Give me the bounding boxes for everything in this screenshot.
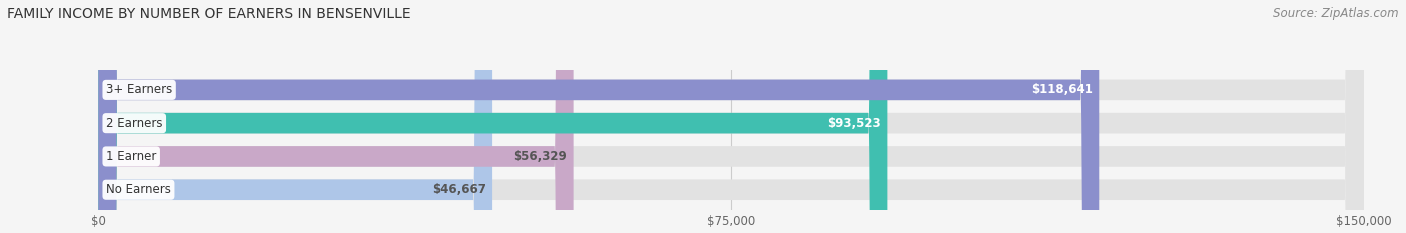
FancyBboxPatch shape <box>98 0 1099 233</box>
Text: 1 Earner: 1 Earner <box>105 150 156 163</box>
Text: $56,329: $56,329 <box>513 150 567 163</box>
FancyBboxPatch shape <box>98 0 1364 233</box>
FancyBboxPatch shape <box>98 0 492 233</box>
FancyBboxPatch shape <box>98 0 887 233</box>
FancyBboxPatch shape <box>98 0 574 233</box>
Text: $93,523: $93,523 <box>827 117 882 130</box>
FancyBboxPatch shape <box>98 0 1364 233</box>
Text: FAMILY INCOME BY NUMBER OF EARNERS IN BENSENVILLE: FAMILY INCOME BY NUMBER OF EARNERS IN BE… <box>7 7 411 21</box>
Text: 2 Earners: 2 Earners <box>105 117 163 130</box>
Text: Source: ZipAtlas.com: Source: ZipAtlas.com <box>1274 7 1399 20</box>
FancyBboxPatch shape <box>98 0 1364 233</box>
Text: $46,667: $46,667 <box>432 183 486 196</box>
Text: No Earners: No Earners <box>105 183 172 196</box>
Text: 3+ Earners: 3+ Earners <box>105 83 173 96</box>
FancyBboxPatch shape <box>98 0 1364 233</box>
Text: $118,641: $118,641 <box>1031 83 1092 96</box>
